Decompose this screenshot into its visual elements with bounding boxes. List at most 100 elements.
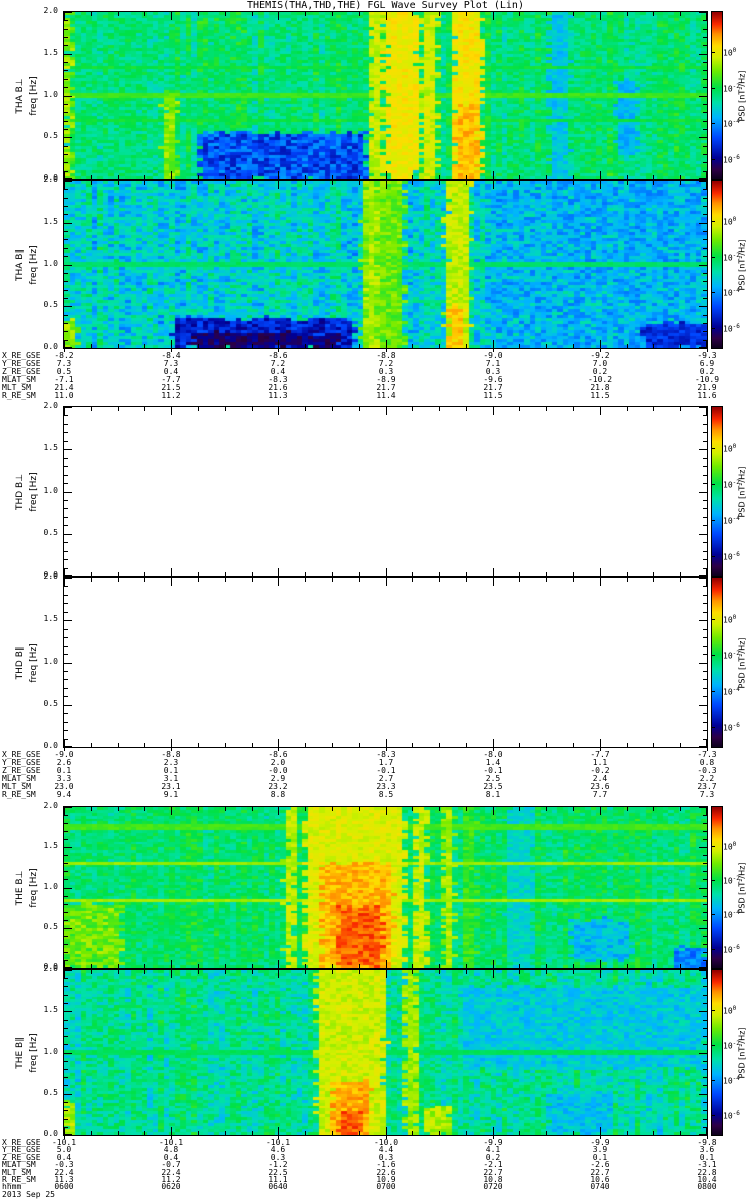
axis-tick — [64, 595, 68, 596]
axis-tick — [64, 508, 68, 509]
axis-tick — [680, 970, 681, 974]
axis-tick — [359, 181, 360, 185]
axis-tick — [171, 807, 172, 815]
axis-tick — [703, 1061, 707, 1062]
axis-tick — [64, 1061, 68, 1062]
ephemeris-value: 21.5 — [161, 383, 181, 392]
axis-tick — [332, 572, 333, 576]
axis-tick — [359, 964, 360, 968]
axis-tick — [703, 542, 707, 543]
axis-tick — [64, 879, 68, 880]
axis-tick — [359, 572, 360, 576]
axis-tick — [64, 129, 68, 130]
axis-tick — [703, 290, 707, 291]
ephemeris-value: 22.7 — [590, 1168, 610, 1177]
colorbar-tick-base: 10 — [723, 1076, 733, 1086]
axis-tick — [64, 646, 68, 647]
axis-tick — [386, 748, 387, 751]
axis-tick — [64, 1110, 68, 1111]
axis-tick — [699, 178, 707, 179]
ephemeris-value: -8.3 — [376, 750, 396, 759]
axis-tick — [703, 551, 707, 552]
axis-tick — [703, 20, 707, 21]
axis-tick — [386, 807, 387, 815]
ephemeris-value: 0.3 — [485, 367, 501, 376]
ephemeris-value: 22.5 — [268, 1168, 288, 1177]
axis-tick — [546, 578, 547, 582]
axis-tick — [600, 340, 601, 348]
axis-tick — [703, 415, 707, 416]
ephemeris-value: 21.7 — [376, 383, 396, 392]
axis-tick — [712, 88, 715, 89]
ephemeris-value: -8.6 — [268, 750, 288, 759]
axis-tick — [600, 568, 601, 576]
axis-tick — [703, 214, 707, 215]
spectrogram-panel-thd-bperp — [63, 406, 708, 577]
axis-tick — [91, 743, 92, 747]
axis-tick — [278, 578, 279, 586]
axis-tick — [171, 181, 172, 189]
axis-tick — [703, 458, 707, 459]
ephemeris-value: 0640 — [268, 1182, 288, 1191]
ephemeris-value: 0.2 — [485, 1153, 501, 1162]
freq-axis-label-thd-bpar-text: freq [Hz] — [29, 643, 39, 683]
axis-tick — [64, 415, 68, 416]
colorbar-tick-label: 10-6 — [723, 1109, 740, 1121]
axis-tick — [519, 181, 520, 185]
axis-tick — [466, 964, 467, 968]
axis-tick — [278, 171, 279, 179]
axis-tick — [144, 743, 145, 747]
axis-tick — [64, 807, 65, 815]
ephemeris-value: 0.3 — [378, 1153, 394, 1162]
axis-tick — [493, 171, 494, 179]
ephemeris-value: 21.4 — [54, 383, 74, 392]
axis-tick — [703, 713, 707, 714]
ephemeris-value: 7.7 — [592, 790, 608, 799]
axis-tick — [64, 449, 72, 450]
axis-tick — [64, 441, 68, 442]
ephemeris-value: 3.3 — [56, 774, 72, 783]
colorbar-tick-label: 10-2 — [723, 874, 740, 886]
axis-tick — [627, 344, 628, 348]
axis-tick — [64, 256, 68, 257]
y-tick-label: 0.0 — [43, 962, 58, 971]
axis-tick — [64, 839, 68, 840]
axis-tick — [493, 181, 494, 189]
axis-tick — [64, 525, 68, 526]
axis-tick — [198, 181, 199, 185]
axis-tick — [439, 12, 440, 16]
colorbar-tick-label: 10-2 — [723, 82, 740, 94]
axis-tick — [699, 807, 707, 808]
axis-tick — [703, 831, 707, 832]
axis-tick — [706, 568, 707, 576]
axis-tick — [171, 1127, 172, 1135]
ephemeris-value: -0.3 — [54, 1160, 74, 1169]
axis-tick — [64, 739, 68, 740]
ephemeris-value: 11.1 — [268, 1175, 288, 1184]
axis-tick — [64, 1102, 68, 1103]
axis-tick — [706, 739, 707, 747]
axis-tick — [703, 248, 707, 249]
y-tick-label: 0.0 — [43, 173, 58, 182]
axis-tick — [64, 1020, 68, 1021]
axis-tick — [332, 807, 333, 811]
colorbar-tick-base: 10 — [723, 444, 733, 454]
axis-tick — [64, 960, 68, 961]
ephemeris-value: 22.7 — [483, 1168, 503, 1177]
axis-tick — [225, 743, 226, 747]
y-tick-label: 0.5 — [43, 1088, 58, 1097]
colorbar-tick-label: 10-4 — [723, 685, 740, 697]
axis-tick — [64, 181, 65, 189]
axis-tick — [519, 743, 520, 747]
axis-tick — [707, 748, 708, 751]
axis-tick — [64, 407, 65, 415]
axis-tick — [64, 578, 72, 579]
axis-tick — [653, 407, 654, 411]
axis-tick — [359, 12, 360, 16]
ephemeris-value: 0.1 — [592, 1153, 608, 1162]
axis-tick — [64, 70, 68, 71]
axis-tick — [627, 743, 628, 747]
axis-tick — [703, 603, 707, 604]
axis-tick — [703, 896, 707, 897]
ephemeris-value: -8.0 — [483, 750, 503, 759]
